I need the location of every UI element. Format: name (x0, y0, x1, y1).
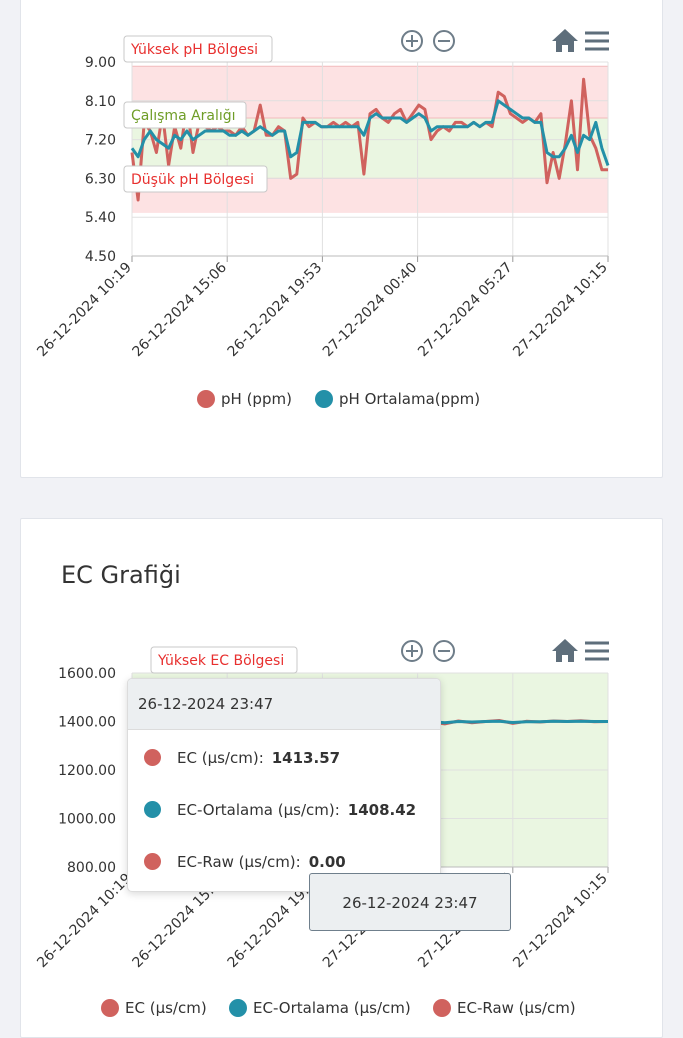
menu-icon[interactable] (585, 31, 609, 51)
tooltip-value: 0.00 (308, 853, 346, 871)
y-tick-label: 5.40 (85, 210, 116, 226)
zone-label-text: Yüksek pH Bölgesi (130, 42, 258, 58)
y-tick-label: 1400.00 (58, 715, 116, 731)
tooltip-label: EC-Raw (µs/cm): (177, 853, 301, 871)
zone-label: Yüksek EC Bölgesi (150, 646, 298, 674)
ec-tooltip-row-ec: EC (µs/cm): 1413.57 (144, 749, 340, 767)
zoom-out-icon[interactable] (433, 640, 455, 662)
zone-label-text: Çalışma Aralığı (131, 108, 236, 124)
legend-label: pH Ortalama(ppm) (339, 390, 480, 408)
tooltip-value: 1413.57 (271, 749, 341, 767)
x-tick-label: 26-12-2024 10:19 (34, 871, 135, 972)
y-tick-label: 800.00 (67, 860, 116, 876)
ec-raw-series-dot (144, 853, 161, 870)
ec-tooltip-row-avg: EC-Ortalama (µs/cm): 1408.42 (144, 801, 416, 819)
y-tick-label: 7.20 (85, 133, 116, 149)
ec-tooltip-row-raw: EC-Raw (µs/cm): 0.00 (144, 853, 346, 871)
ec-chart-title: EC Grafiği (61, 561, 181, 589)
legend-item[interactable]: EC (µs/cm) (101, 999, 207, 1017)
ec-x-crosshair-label: 26-12-2024 23:47 (309, 873, 511, 931)
legend-label: EC (µs/cm) (125, 999, 207, 1017)
zoom-out-icon[interactable] (433, 30, 455, 52)
zone-label-text: Düşük pH Bölgesi (131, 172, 254, 188)
home-icon[interactable] (552, 29, 578, 52)
legend-item[interactable]: pH (ppm) (197, 390, 292, 408)
ph-chart[interactable]: 9.00 8.10 7.20 6.30 5.40 4.50 Yüksek pH Bölge… (0, 0, 683, 480)
zone-label: Düşük pH Bölgesi (123, 165, 268, 193)
series-line[interactable] (130, 99, 610, 166)
ec-tooltip: 26-12-2024 23:47 EC (µs/cm): 1413.57 EC-O… (127, 678, 441, 892)
legend-label: EC-Ortalama (µs/cm) (253, 999, 411, 1017)
tooltip-label: EC (µs/cm): (177, 749, 264, 767)
x-tick-label: 27-12-2024 10:15 (510, 871, 611, 972)
zone-label-box (123, 35, 273, 63)
tooltip-label: EC-Ortalama (µs/cm): (177, 801, 340, 819)
ec-avg-series-dot (144, 801, 161, 818)
menu-icon[interactable] (585, 641, 609, 661)
y-tick-label: 8.10 (85, 94, 116, 110)
y-tick-label: 6.30 (85, 171, 116, 187)
zone-label: Yüksek pH Bölgesi (123, 35, 273, 63)
y-tick-label: 4.50 (85, 249, 116, 265)
legend-marker (197, 390, 215, 408)
zone-label-box (123, 101, 247, 129)
ec-tooltip-header: 26-12-2024 23:47 (128, 679, 440, 730)
home-icon[interactable] (552, 639, 578, 662)
zone-label-text: Yüksek EC Bölgesi (157, 653, 284, 669)
legend-item[interactable]: pH Ortalama(ppm) (315, 390, 480, 408)
zone-label: Çalışma Aralığı (123, 101, 247, 129)
legend-item[interactable]: EC-Raw (µs/cm) (433, 999, 576, 1017)
zoom-in-icon[interactable] (401, 30, 423, 52)
zoom-in-icon[interactable] (401, 640, 423, 662)
legend-marker (433, 999, 451, 1017)
y-tick-label: 9.00 (85, 55, 116, 71)
zone-label-box (123, 165, 268, 193)
tooltip-value: 1408.42 (347, 801, 417, 819)
legend-marker (101, 999, 119, 1017)
legend-marker (229, 999, 247, 1017)
y-tick-label: 1600.00 (58, 666, 116, 682)
zone-label-box (150, 646, 298, 674)
legend-marker (315, 390, 333, 408)
legend-label: EC-Raw (µs/cm) (457, 999, 576, 1017)
y-tick-label: 1000.00 (58, 812, 116, 828)
legend-item[interactable]: EC-Ortalama (µs/cm) (229, 999, 411, 1017)
legend-label: pH (ppm) (221, 390, 292, 408)
ec-series-dot (144, 749, 161, 766)
y-tick-label: 1200.00 (58, 763, 116, 779)
